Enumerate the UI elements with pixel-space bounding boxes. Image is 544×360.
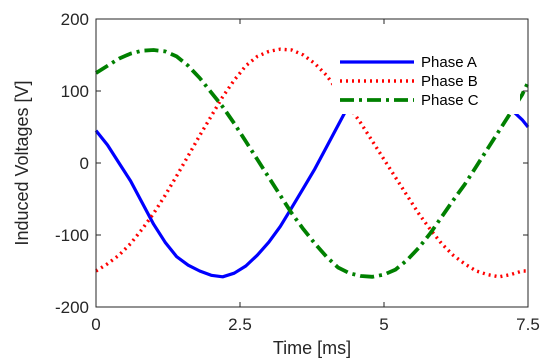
x-tick-label: 7.5 xyxy=(516,315,540,334)
y-tick-label: -100 xyxy=(55,226,89,245)
x-tick-label: 0 xyxy=(91,315,100,334)
legend-label-phase-a: Phase A xyxy=(421,54,477,71)
y-tick-label: 0 xyxy=(80,154,89,173)
legend: Phase A Phase B Phase C xyxy=(332,48,520,114)
x-tick-label: 2.5 xyxy=(228,315,252,334)
x-axis-label: Time [ms] xyxy=(273,338,351,358)
legend-box xyxy=(332,48,520,114)
y-tick-label: 100 xyxy=(61,82,89,101)
x-tick-label: 5 xyxy=(379,315,388,334)
y-axis-label: Induced Voltages [V] xyxy=(12,80,32,245)
y-tick-label: 200 xyxy=(61,10,89,29)
y-tick-label: -200 xyxy=(55,298,89,317)
legend-label-phase-c: Phase C xyxy=(421,92,479,109)
legend-label-phase-b: Phase B xyxy=(421,73,478,90)
tick-layer: 0 2.5 5 7.5 -200 -100 0 100 200 xyxy=(55,10,540,334)
series-line-phase-c xyxy=(94,48,530,279)
